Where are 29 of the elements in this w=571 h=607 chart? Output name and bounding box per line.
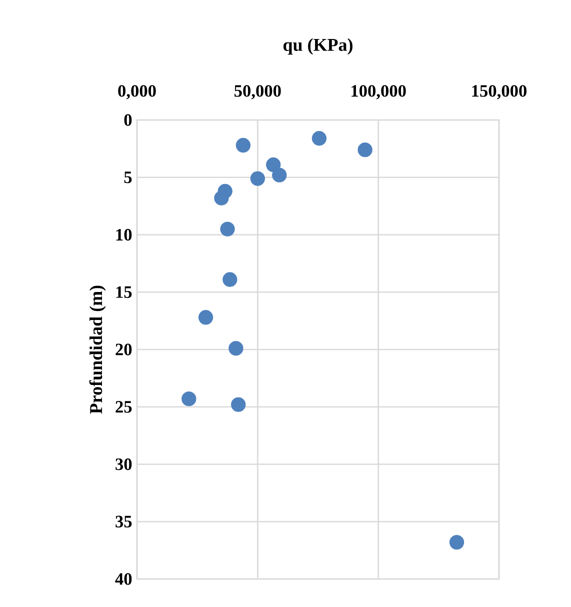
y-tick-label: 0 [124, 114, 132, 126]
point [198, 310, 214, 325]
y-tick-label: 15 [116, 286, 132, 298]
y-axis-title: Profundidad (m) [89, 286, 106, 414]
point [449, 534, 464, 550]
point [214, 190, 229, 206]
x-tick-label: 100,000 [352, 85, 406, 100]
point [222, 272, 238, 287]
x-tick-label: 0,000 [118, 85, 156, 100]
y-tick-label: 35 [116, 516, 132, 528]
y-tick-label: 20 [116, 344, 132, 356]
y-tick-label: 30 [116, 458, 132, 470]
point [228, 341, 244, 356]
point [358, 142, 372, 158]
point [272, 168, 287, 182]
y-tick-label: 25 [116, 401, 132, 413]
point [250, 171, 265, 186]
point [312, 131, 327, 146]
point [266, 157, 281, 172]
point [236, 138, 251, 153]
x-axis-title: qu (KPa) [283, 38, 352, 55]
y-tick-label: 5 [124, 172, 132, 184]
point [182, 392, 196, 406]
x-tick-label: 150,000 [472, 85, 526, 100]
y-tick-label: 10 [116, 228, 132, 241]
point [231, 397, 246, 412]
point [220, 222, 235, 236]
y-tick-label: 40 [115, 573, 132, 585]
x-tick-label: 50,000 [234, 85, 281, 100]
